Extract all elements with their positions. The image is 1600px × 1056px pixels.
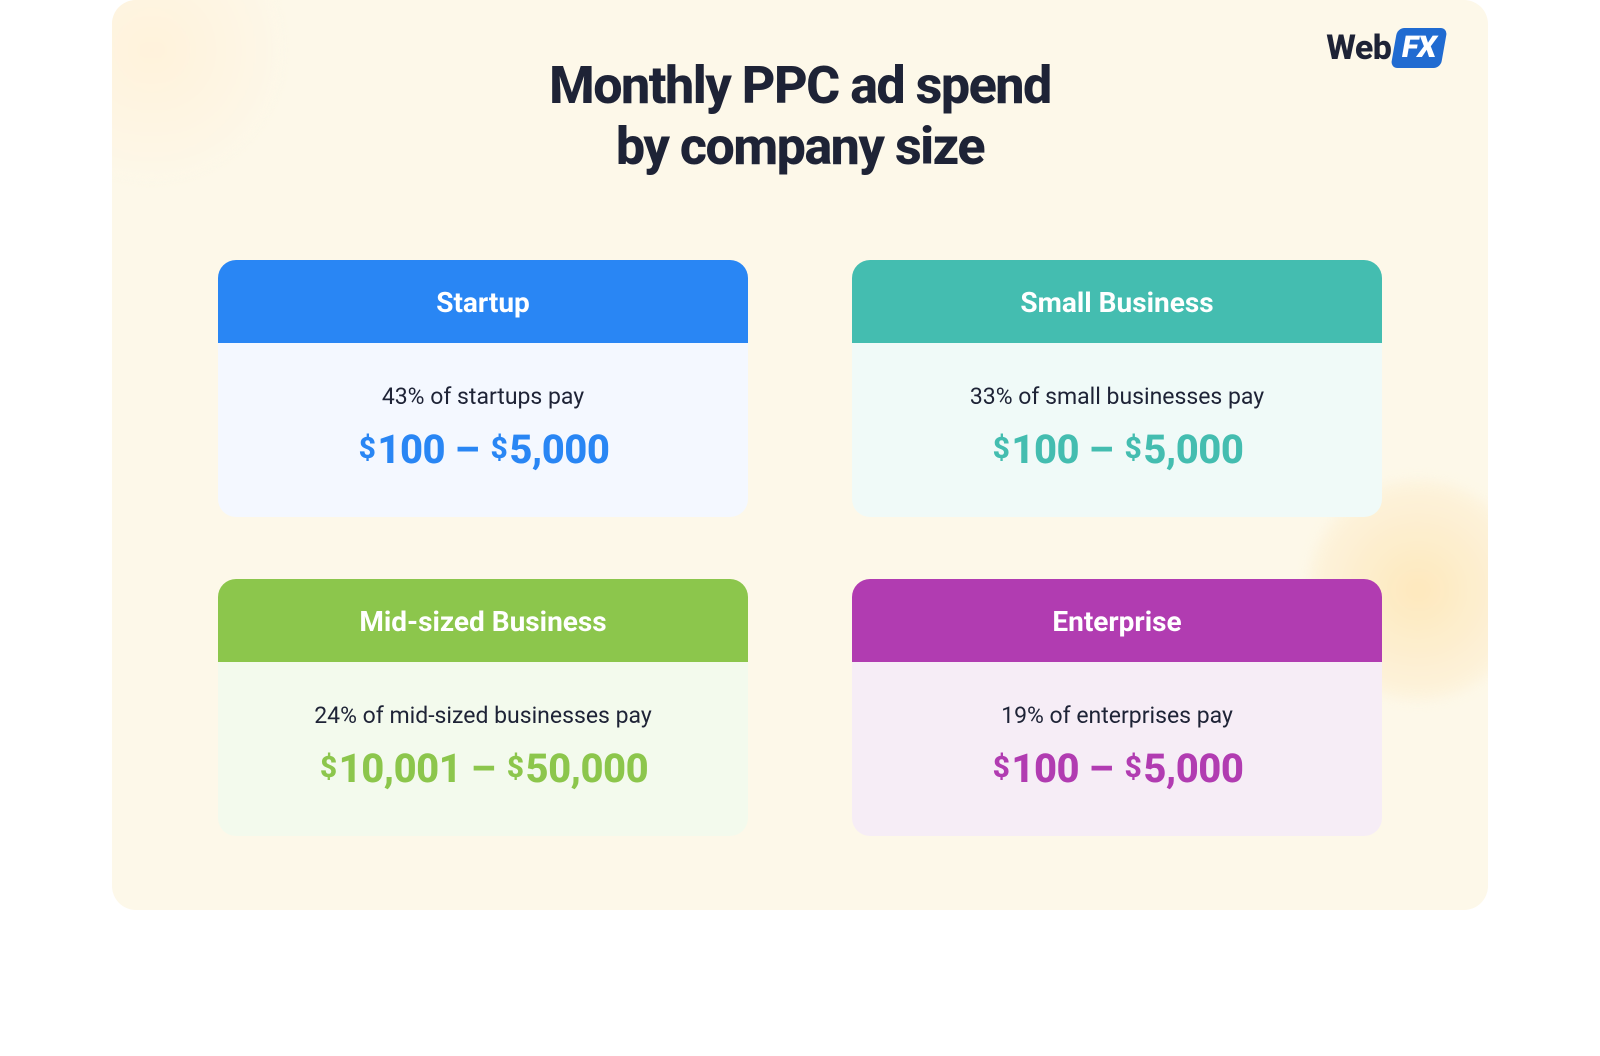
card-stat-text: 19% of enterprises pay bbox=[1001, 702, 1233, 729]
dollar-sign-icon: $ bbox=[489, 431, 510, 466]
card-price-range: $100 – $5,000 bbox=[357, 426, 610, 473]
range-low: 100 bbox=[1011, 426, 1079, 473]
card-stat-text: 24% of mid-sized businesses pay bbox=[314, 702, 652, 729]
card-stat-text: 43% of startups pay bbox=[382, 383, 584, 410]
dollar-sign-icon: $ bbox=[357, 431, 378, 466]
range-low: 100 bbox=[1011, 745, 1079, 792]
range-high: 50,000 bbox=[526, 745, 649, 792]
title-line-1: Monthly PPC ad spend bbox=[549, 55, 1051, 116]
card-header: Startup bbox=[218, 260, 748, 343]
card-header: Mid-sized Business bbox=[218, 579, 748, 662]
range-high: 5,000 bbox=[509, 426, 609, 473]
card-mid-sized: Mid-sized Business24% of mid-sized busin… bbox=[218, 579, 748, 836]
dollar-sign-icon: $ bbox=[1123, 431, 1144, 466]
dollar-sign-icon: $ bbox=[505, 750, 526, 785]
card-small-business: Small Business33% of small businesses pa… bbox=[852, 260, 1382, 517]
page-title: Monthly PPC ad spend by company size bbox=[112, 55, 1488, 178]
title-line-2: by company size bbox=[616, 116, 984, 177]
card-startup: Startup 43% of startups pay $100 – $5,000 bbox=[218, 260, 748, 517]
card-body: 24% of mid-sized businesses pay $10,001 –… bbox=[218, 662, 748, 836]
range-low: 10,001 bbox=[339, 745, 462, 792]
dollar-sign-icon: $ bbox=[991, 431, 1012, 466]
card-stat-text: 33% of small businesses pay bbox=[970, 383, 1264, 410]
card-header: Small Business bbox=[852, 260, 1382, 343]
range-high: 5,000 bbox=[1143, 745, 1243, 792]
card-enterprise: Enterprise 19% of enterprises pay $100 – $… bbox=[852, 579, 1382, 836]
card-price-range: $10,001 – $50,000 bbox=[318, 745, 648, 792]
card-price-range: $100 – $5,000 bbox=[991, 426, 1244, 473]
infographic-canvas: Web FX Monthly PPC ad spend by company s… bbox=[112, 0, 1488, 910]
range-high: 5,000 bbox=[1143, 426, 1243, 473]
card-body: 33% of small businesses pay $100 – $5,000 bbox=[852, 343, 1382, 517]
card-body: 19% of enterprises pay $100 – $5,000 bbox=[852, 662, 1382, 836]
range-low: 100 bbox=[377, 426, 445, 473]
dollar-sign-icon: $ bbox=[318, 750, 339, 785]
cards-grid: Startup43% of startups pay$100 – $5,000S… bbox=[218, 260, 1382, 836]
card-header: Enterprise bbox=[852, 579, 1382, 662]
card-price-range: $100 – $5,000 bbox=[991, 745, 1244, 792]
dollar-sign-icon: $ bbox=[991, 750, 1012, 785]
card-body: 43% of startups pay $100 – $5,000 bbox=[218, 343, 748, 517]
dollar-sign-icon: $ bbox=[1123, 750, 1144, 785]
